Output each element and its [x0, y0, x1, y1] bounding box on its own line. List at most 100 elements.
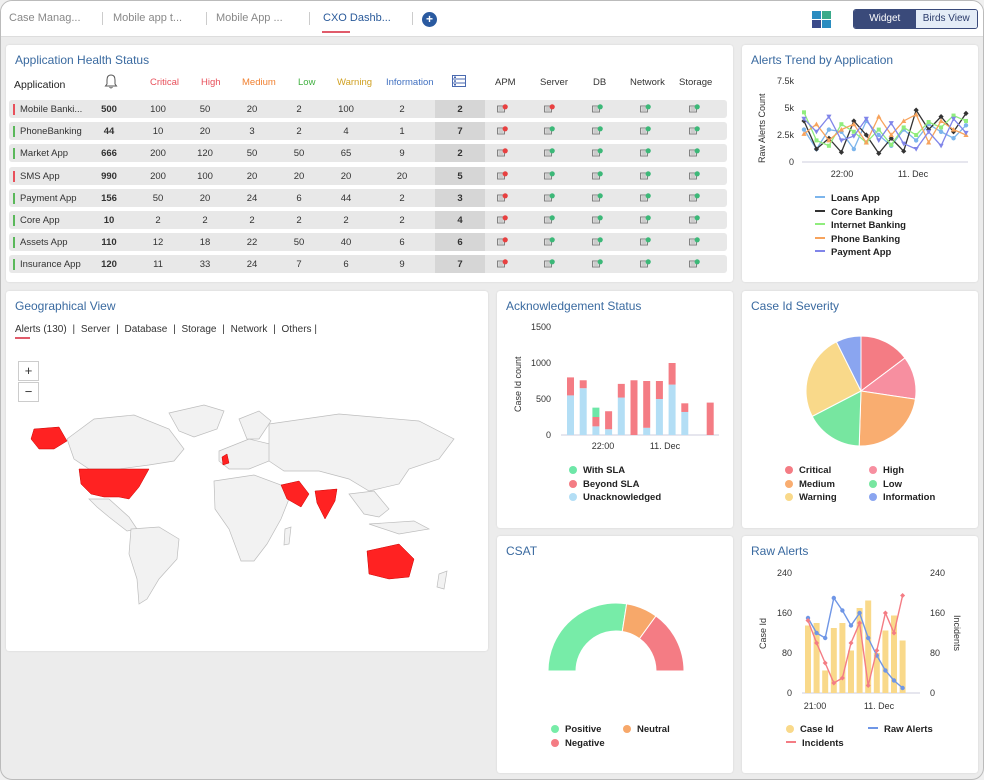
storage-status-icon[interactable]	[689, 215, 700, 224]
network-status-icon[interactable]	[640, 148, 651, 157]
tab-mobile-app-t[interactable]: Mobile app t...	[113, 12, 183, 24]
apm-status-icon[interactable]	[497, 192, 508, 202]
storage-status-icon[interactable]	[689, 192, 700, 202]
db-status-icon[interactable]	[592, 170, 603, 180]
app-name[interactable]: Payment App	[20, 192, 77, 204]
ack-legend-item[interactable]: Unacknowledged	[569, 492, 661, 503]
server-status-icon[interactable]	[544, 237, 555, 246]
db-status-icon[interactable]	[592, 192, 603, 202]
server-status-icon[interactable]	[544, 104, 555, 113]
tab-case-management[interactable]: Case Manag...	[9, 12, 81, 24]
trend-legend-item[interactable]: Phone Banking	[815, 234, 900, 245]
db-status-icon[interactable]	[592, 215, 603, 224]
zoom-in-button[interactable]: +	[18, 361, 39, 381]
apm-status-icon[interactable]	[497, 126, 508, 135]
app-health-row[interactable]	[9, 100, 727, 118]
raw-legend-item[interactable]: Incidents	[786, 738, 844, 749]
storage-status-icon[interactable]	[689, 126, 700, 135]
raw-legend-item[interactable]: Case Id	[786, 724, 834, 735]
app-count-value[interactable]: 7	[457, 259, 463, 271]
add-tab-button[interactable]: +	[422, 12, 437, 27]
storage-status-icon[interactable]	[689, 170, 700, 180]
app-name[interactable]: Assets App	[20, 237, 68, 249]
csat-legend-item[interactable]: Negative	[551, 738, 605, 749]
severity-legend-item[interactable]: Information	[869, 492, 935, 503]
db-status-icon[interactable]	[592, 237, 603, 246]
app-name[interactable]: PhoneBanking	[20, 126, 82, 138]
network-status-icon[interactable]	[640, 104, 651, 113]
apm-status-icon[interactable]	[497, 170, 508, 180]
server-status-icon[interactable]	[544, 215, 555, 224]
server-status-icon[interactable]	[544, 170, 555, 180]
app-name[interactable]: Insurance App	[20, 259, 81, 271]
geo-tab-server[interactable]: Server	[80, 324, 111, 335]
app-health-row[interactable]	[9, 255, 727, 274]
app-health-row[interactable]	[9, 122, 727, 141]
app-count-value[interactable]: 4	[457, 215, 463, 226]
apm-status-icon[interactable]	[497, 215, 508, 224]
app-logo-icon[interactable]	[812, 11, 832, 29]
db-status-icon[interactable]	[592, 104, 603, 113]
birds-view-button[interactable]: Birds View	[915, 10, 977, 28]
server-list-icon[interactable]	[452, 75, 466, 87]
app-health-row[interactable]	[9, 188, 727, 207]
apm-status-icon[interactable]	[497, 148, 508, 157]
app-count-value[interactable]: 3	[457, 192, 463, 204]
severity-legend-item[interactable]: Critical	[785, 465, 831, 476]
csat-legend-item[interactable]: Positive	[551, 724, 601, 735]
server-status-icon[interactable]	[544, 192, 555, 202]
db-status-icon[interactable]	[592, 148, 603, 157]
zoom-out-button[interactable]: −	[18, 382, 39, 402]
network-status-icon[interactable]	[640, 192, 651, 202]
geo-tab-alerts[interactable]: Alerts (130)	[15, 324, 67, 335]
server-status-icon[interactable]	[544, 148, 555, 157]
app-name[interactable]: SMS App	[20, 170, 60, 182]
app-name[interactable]: Market App	[20, 148, 69, 160]
apm-status-icon[interactable]	[497, 259, 508, 268]
app-count-value[interactable]: 2	[457, 104, 463, 115]
storage-status-icon[interactable]	[689, 259, 700, 268]
ack-legend-item[interactable]: With SLA	[569, 465, 625, 476]
app-health-row[interactable]	[9, 211, 727, 229]
csat-legend-item[interactable]: Neutral	[623, 724, 670, 735]
network-status-icon[interactable]	[640, 215, 651, 224]
widget-view-button[interactable]: Widget	[854, 10, 916, 28]
trend-legend-item[interactable]: Internet Banking	[815, 220, 906, 231]
geo-tab-storage[interactable]: Storage	[181, 324, 217, 335]
trend-legend-item[interactable]: Core Banking	[815, 207, 893, 218]
server-status-icon[interactable]	[544, 126, 555, 135]
severity-legend-item[interactable]: Warning	[785, 492, 837, 503]
geo-tab-network[interactable]: Network	[230, 324, 268, 335]
apm-status-icon[interactable]	[497, 104, 508, 113]
raw-legend-item[interactable]: Raw Alerts	[868, 724, 933, 735]
severity-legend-item[interactable]: Low	[869, 479, 902, 490]
severity-legend-item[interactable]: Medium	[785, 479, 835, 490]
db-status-icon[interactable]	[592, 126, 603, 135]
tab-cxo-dashboard[interactable]: CXO Dashb...	[323, 12, 391, 24]
app-count-value[interactable]: 5	[457, 170, 463, 182]
app-count-value[interactable]: 7	[457, 126, 463, 138]
network-status-icon[interactable]	[640, 237, 651, 246]
app-name[interactable]: Mobile Banki...	[20, 104, 83, 115]
app-health-row[interactable]	[9, 166, 727, 185]
trend-legend-item[interactable]: Payment App	[815, 247, 891, 258]
network-status-icon[interactable]	[640, 170, 651, 180]
app-health-row[interactable]	[9, 233, 727, 252]
severity-legend-item[interactable]: High	[869, 465, 904, 476]
world-map[interactable]	[19, 399, 459, 609]
network-status-icon[interactable]	[640, 259, 651, 268]
app-count-value[interactable]: 2	[457, 148, 463, 160]
storage-status-icon[interactable]	[689, 148, 700, 157]
trend-legend-item[interactable]: Loans App	[815, 193, 880, 204]
server-status-icon[interactable]	[544, 259, 555, 268]
app-health-row[interactable]	[9, 144, 727, 163]
geo-tab-database[interactable]: Database	[124, 324, 168, 335]
storage-status-icon[interactable]	[689, 104, 700, 113]
db-status-icon[interactable]	[592, 259, 603, 268]
network-status-icon[interactable]	[640, 126, 651, 135]
storage-status-icon[interactable]	[689, 237, 700, 246]
app-name[interactable]: Core App	[20, 215, 60, 226]
apm-status-icon[interactable]	[497, 237, 508, 246]
geo-tab-others[interactable]: Others	[281, 324, 312, 335]
ack-legend-item[interactable]: Beyond SLA	[569, 479, 639, 490]
